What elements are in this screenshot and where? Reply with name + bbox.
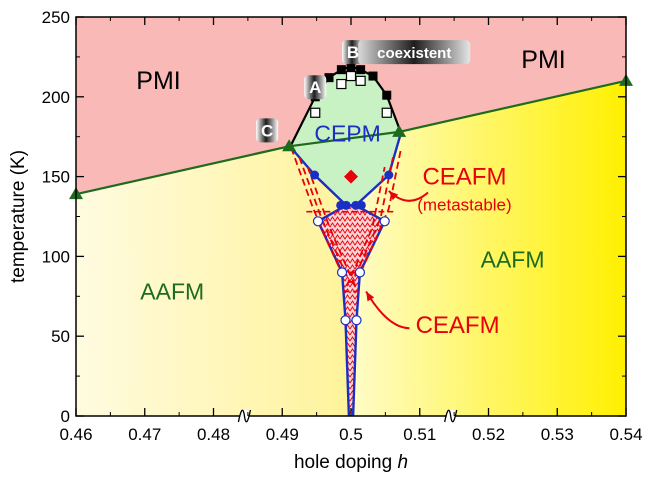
axis-break-symbol [444, 409, 458, 423]
region-label-pmi: PMI [521, 46, 565, 74]
y-axis-label: temperature (K) [8, 150, 29, 283]
triangle-marker [282, 139, 297, 152]
region-label-ceafm: CEAFM [416, 312, 500, 339]
open-circle-marker [312, 216, 324, 227]
y-tick-label: 50 [51, 327, 70, 346]
open-square-marker [310, 107, 321, 118]
badge-c [256, 118, 279, 143]
square-marker [356, 65, 366, 75]
y-tick-label: 100 [42, 247, 70, 266]
region-label-ceafm: CEAFM [422, 164, 506, 191]
badge-coexistent [358, 40, 471, 65]
square-marker [336, 65, 346, 75]
region-aafm-right [351, 80, 626, 416]
x-axis-label: hole doping h [294, 452, 408, 473]
badge-label-a: A [309, 78, 321, 97]
triangle-marker [392, 124, 407, 137]
metastable-dashed-line [290, 147, 403, 274]
y-tick-label: 150 [42, 168, 70, 187]
x-tick-label: 0.5 [339, 425, 363, 444]
y-tick-label: 0 [61, 407, 70, 426]
region-aafm-left [76, 138, 351, 417]
region-label-aafm: AAFM [481, 247, 545, 273]
open-square-marker [381, 107, 392, 118]
square-marker [368, 71, 378, 81]
filled-circle-marker [384, 170, 394, 180]
metastable-dashed-line [298, 157, 394, 283]
x-tick-label: 0.49 [266, 425, 299, 444]
red-diamond-marker [344, 169, 358, 184]
arrow-metastable-head [388, 190, 399, 201]
axis-break-symbol [237, 409, 252, 423]
open-square-marker [345, 70, 357, 82]
open-square-marker [336, 78, 347, 90]
square-marker [324, 73, 334, 83]
y-tick-label: 200 [42, 88, 70, 107]
metastable-dashed-line [306, 166, 386, 293]
filled-circle-marker [356, 200, 366, 210]
open-circle-marker [351, 315, 362, 326]
x-tick-label: 0.51 [403, 425, 436, 444]
region-ceafm [318, 205, 385, 416]
y-tick-label: 250 [42, 8, 70, 27]
x-tick-label: 0.52 [472, 425, 505, 444]
square-marker [382, 90, 392, 100]
x-tick-label: 0.47 [128, 425, 161, 444]
x-tick-label: 0.46 [59, 425, 92, 444]
square-marker [346, 61, 356, 71]
badge-a [304, 75, 327, 100]
badge-label-coexistent: coexistent [377, 45, 451, 62]
region-label-aafm: AAFM [140, 278, 204, 304]
region-sublabel-metastable: (metastable) [417, 196, 511, 215]
boundary-line-pmi-aafm [75, 79, 627, 196]
region-label-pmi: PMI [136, 67, 180, 95]
x-tick-label: 0.53 [541, 425, 574, 444]
filled-circle-marker [336, 200, 346, 210]
badge-label-c: C [261, 121, 273, 140]
x-tick-label: 0.54 [609, 425, 642, 444]
x-tick-label: 0.48 [197, 425, 230, 444]
open-circle-marker [379, 216, 390, 227]
region-label-cepm: CEPM [314, 120, 380, 146]
open-circle-marker [354, 267, 366, 278]
arrow-ceafm-head [366, 291, 375, 302]
open-circle-marker [340, 315, 351, 326]
filled-circle-marker [310, 170, 320, 180]
open-circle-marker [336, 267, 348, 278]
open-square-marker [355, 75, 366, 86]
badge-label-b: B [347, 43, 359, 62]
